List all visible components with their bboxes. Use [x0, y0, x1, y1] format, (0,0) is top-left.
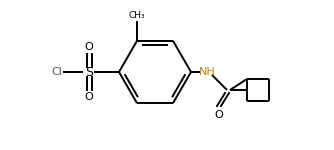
Text: CH₃: CH₃ — [129, 11, 145, 20]
Text: O: O — [215, 110, 223, 120]
Text: S: S — [85, 66, 93, 78]
Text: NH: NH — [199, 67, 215, 77]
Text: Cl: Cl — [51, 67, 62, 77]
Text: O: O — [85, 92, 94, 102]
Text: O: O — [85, 42, 94, 52]
